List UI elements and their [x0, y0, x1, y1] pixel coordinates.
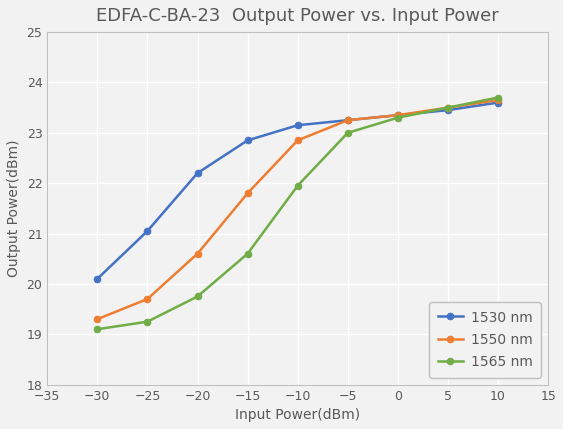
1530 nm: [244, 138, 251, 143]
1550 nm: [495, 97, 502, 103]
1530 nm: [144, 228, 151, 233]
Line: 1530 nm: 1530 nm: [94, 99, 502, 282]
1530 nm: [94, 276, 101, 281]
1565 nm: [194, 294, 201, 299]
1565 nm: [345, 130, 351, 136]
1530 nm: [345, 118, 351, 123]
Y-axis label: Output Power(dBm): Output Power(dBm): [7, 139, 21, 277]
1550 nm: [244, 190, 251, 196]
1530 nm: [194, 170, 201, 175]
1550 nm: [94, 317, 101, 322]
1530 nm: [445, 108, 452, 113]
1565 nm: [294, 183, 301, 188]
1565 nm: [445, 105, 452, 110]
1565 nm: [495, 95, 502, 100]
1565 nm: [144, 319, 151, 324]
Line: 1550 nm: 1550 nm: [94, 97, 502, 323]
1550 nm: [194, 251, 201, 256]
Title: EDFA-C-BA-23  Output Power vs. Input Power: EDFA-C-BA-23 Output Power vs. Input Powe…: [96, 7, 499, 25]
1550 nm: [294, 138, 301, 143]
1565 nm: [244, 251, 251, 256]
Legend: 1530 nm, 1550 nm, 1565 nm: 1530 nm, 1550 nm, 1565 nm: [430, 302, 541, 378]
1565 nm: [94, 326, 101, 332]
1530 nm: [395, 112, 401, 118]
1550 nm: [395, 112, 401, 118]
1565 nm: [395, 115, 401, 120]
Line: 1565 nm: 1565 nm: [94, 94, 502, 333]
X-axis label: Input Power(dBm): Input Power(dBm): [235, 408, 360, 422]
1550 nm: [345, 118, 351, 123]
1550 nm: [144, 296, 151, 302]
1530 nm: [294, 123, 301, 128]
1530 nm: [495, 100, 502, 105]
1550 nm: [445, 105, 452, 110]
